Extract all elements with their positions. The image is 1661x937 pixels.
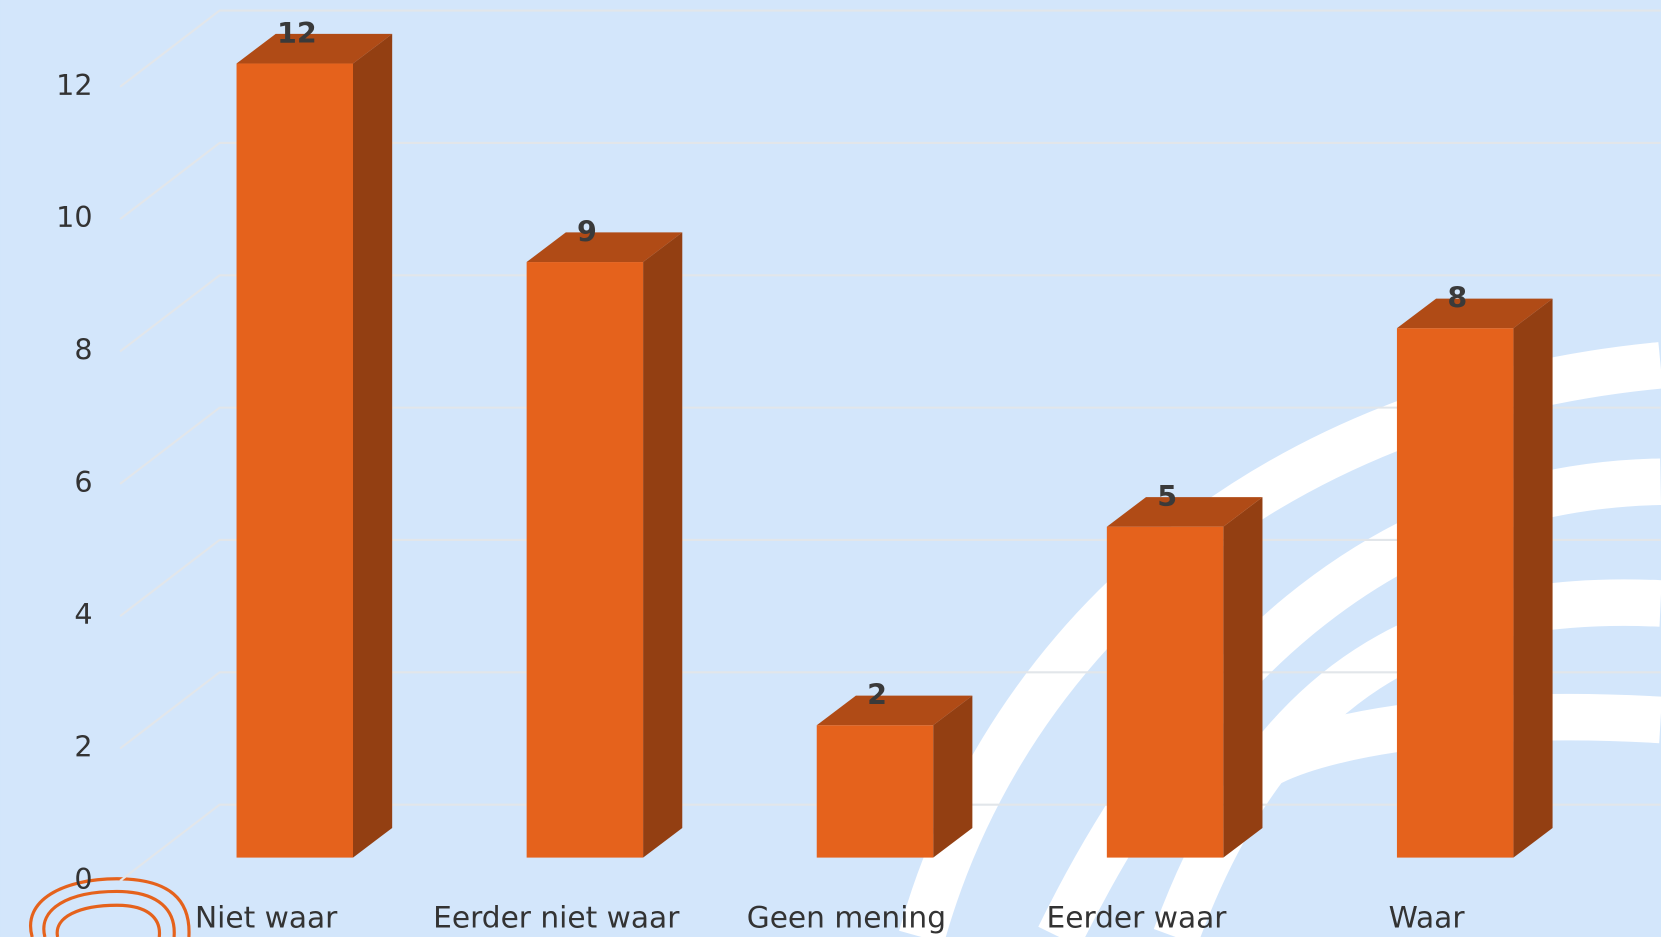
value-label: 12 (277, 16, 317, 50)
value-label: 9 (577, 214, 597, 248)
x-tick-label: Eerder niet waar (433, 900, 680, 935)
x-tick-label: Geen mening (747, 900, 946, 935)
y-tick-label: 4 (74, 597, 92, 631)
bars (236, 33, 1553, 858)
grid-line (119, 274, 1661, 353)
logo-arc (42, 889, 176, 937)
bar (1396, 298, 1553, 858)
y-tick-label: 6 (74, 465, 92, 499)
logo-arc (29, 877, 191, 937)
bar-side (1513, 298, 1553, 858)
bar-front (816, 725, 934, 858)
x-tick-label: Eerder waar (1047, 900, 1228, 935)
grid-line (119, 141, 1661, 221)
bar (236, 33, 393, 858)
grid-line (119, 406, 1661, 485)
y-tick-label: 10 (56, 200, 92, 234)
x-tick-label: Waar (1389, 900, 1466, 935)
x-tick-label: Niet waar (195, 900, 338, 935)
logo-arc (55, 903, 161, 937)
bar-top (1396, 298, 1553, 329)
y-tick-label: 12 (56, 68, 92, 102)
labels: 0 2 4 6 8 10 12 12 Niet waar 9 Eerder niet waar 2 Ge… (56, 16, 1467, 935)
bar (526, 232, 683, 858)
bar-top (1106, 497, 1263, 527)
bar-top (236, 33, 393, 64)
bar-top (816, 695, 973, 726)
y-tick-label: 0 (74, 862, 92, 896)
value-label: 5 (1157, 479, 1177, 513)
bar-front (1106, 526, 1224, 858)
bar-front (526, 262, 644, 858)
value-label: 2 (867, 678, 887, 712)
bar (816, 695, 973, 858)
bar-side (643, 232, 683, 858)
logo (29, 877, 191, 937)
bar-front (236, 63, 354, 858)
bar-side (933, 695, 973, 858)
grid-line (119, 9, 1661, 88)
y-tick-label: 2 (74, 730, 92, 764)
value-label: 8 (1447, 281, 1467, 315)
bar-front (1396, 328, 1514, 858)
bar (1106, 497, 1263, 858)
bar-side (353, 33, 393, 858)
y-tick-label: 8 (74, 333, 92, 367)
bar-top (526, 232, 683, 263)
bar-side (1223, 497, 1263, 858)
